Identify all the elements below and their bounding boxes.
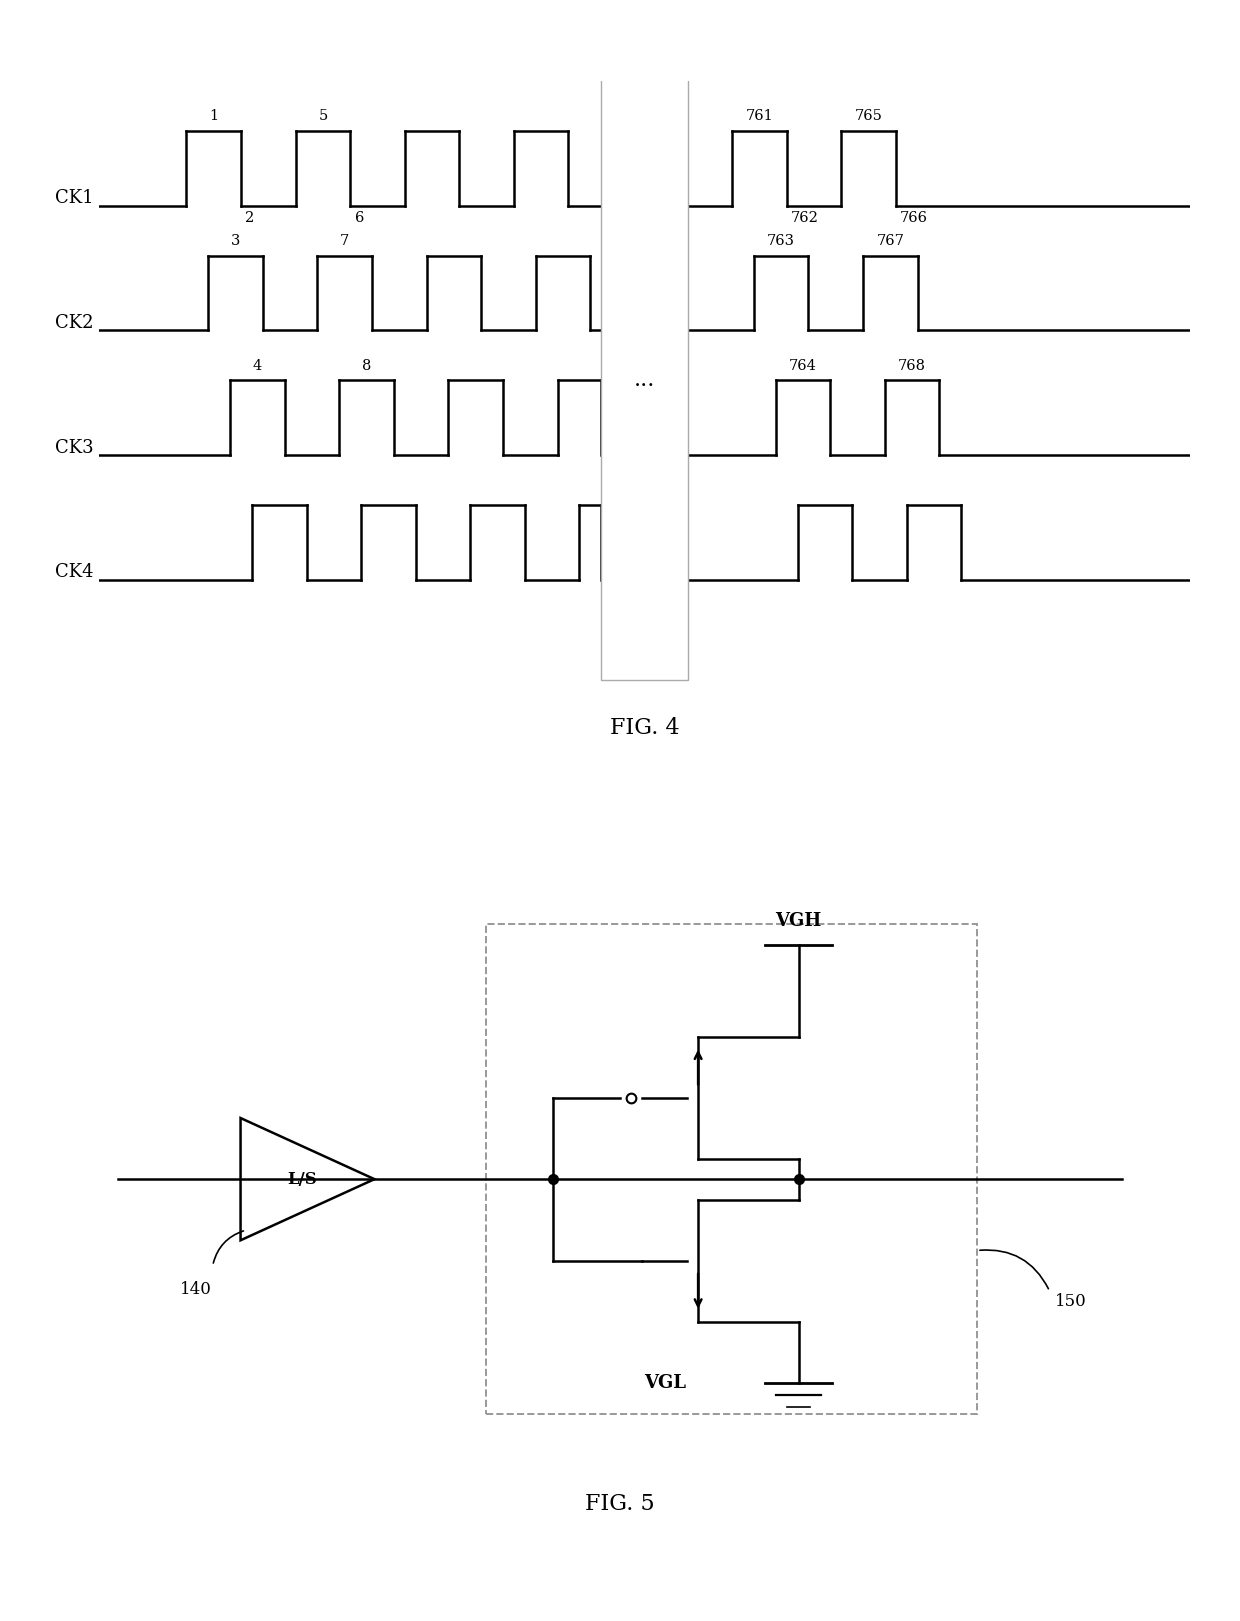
Text: 766: 766 [900, 211, 929, 225]
Text: FIG. 5: FIG. 5 [585, 1493, 655, 1516]
Text: CK4: CK4 [56, 564, 94, 582]
Text: FIG. 4: FIG. 4 [610, 716, 680, 739]
Text: 6: 6 [355, 211, 363, 225]
Text: 3: 3 [231, 233, 241, 248]
Text: ...: ... [634, 370, 656, 391]
Text: 765: 765 [854, 110, 883, 123]
Text: 1: 1 [210, 110, 218, 123]
Text: 5: 5 [319, 110, 327, 123]
Text: 8: 8 [362, 358, 371, 373]
Text: 7: 7 [340, 233, 350, 248]
Text: VGH: VGH [775, 911, 822, 929]
Text: 4: 4 [253, 358, 262, 373]
Text: CK2: CK2 [56, 314, 94, 332]
Text: 767: 767 [877, 233, 904, 248]
Text: VGL: VGL [644, 1375, 686, 1392]
Text: 763: 763 [768, 233, 795, 248]
Text: 140: 140 [180, 1281, 212, 1298]
Text: 2: 2 [246, 211, 254, 225]
Bar [486, 924, 977, 1414]
Text: 768: 768 [898, 358, 926, 373]
Text: 762: 762 [791, 211, 818, 225]
Text: L/S: L/S [288, 1170, 316, 1188]
Text: 150: 150 [1055, 1294, 1087, 1310]
Text: CK3: CK3 [55, 439, 94, 457]
Text: 764: 764 [789, 358, 817, 373]
Bar [601, 57, 688, 679]
Text: CK1: CK1 [55, 190, 94, 207]
Text: 761: 761 [745, 110, 774, 123]
